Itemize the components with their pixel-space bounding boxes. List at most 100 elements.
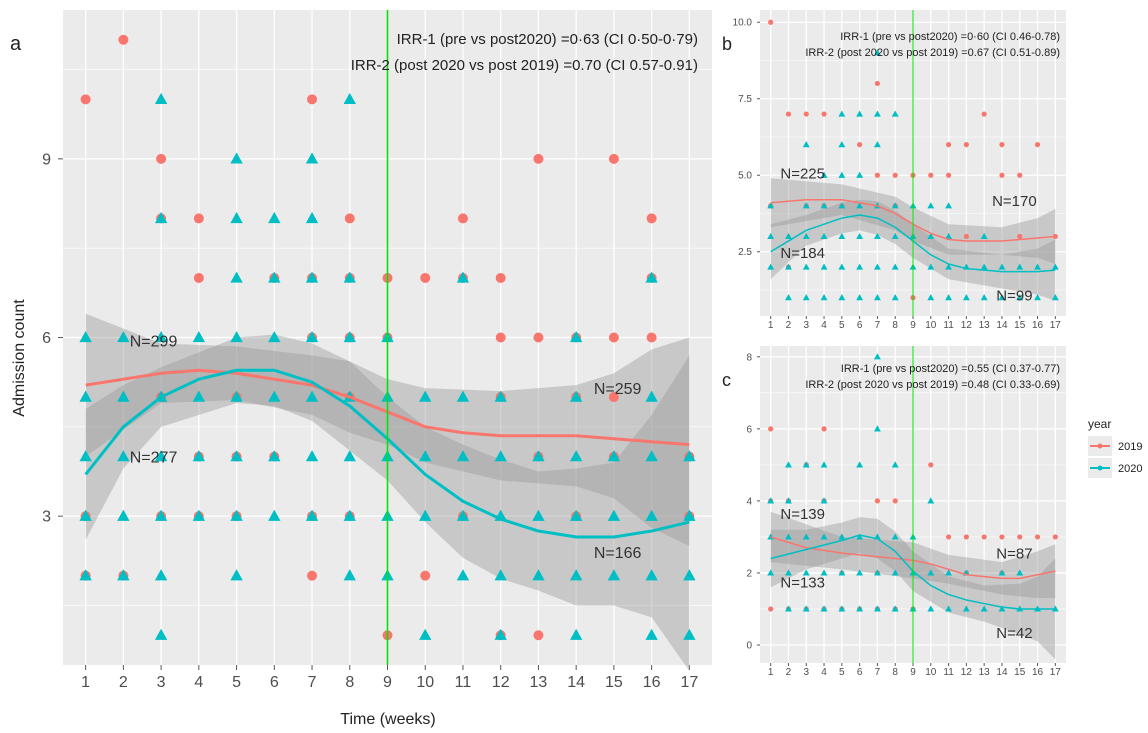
panel-a-point-2020 bbox=[230, 271, 243, 283]
panel-a-n-label: N=166 bbox=[594, 545, 642, 562]
panel-c-point-2020 bbox=[945, 569, 953, 576]
panel-c-tick-label-x: 6 bbox=[857, 667, 863, 678]
panel-a-point-2020 bbox=[79, 390, 92, 402]
panel-b-point-2020 bbox=[820, 171, 828, 178]
panel-c-point-2020 bbox=[785, 461, 792, 468]
panel-c-point-2020 bbox=[856, 605, 864, 612]
panel-c-point-2020 bbox=[873, 353, 881, 360]
panel-a-letter: a bbox=[10, 33, 22, 55]
panel-b-smooth-line-2019 bbox=[770, 198, 1056, 242]
panel-c-point-2020 bbox=[980, 605, 988, 612]
panel-a-point-2020 bbox=[154, 92, 168, 104]
panel-c-point-2020 bbox=[802, 605, 810, 612]
panel-a-tick-label-x: 9 bbox=[383, 674, 392, 691]
panel-b-tick-label-x: 8 bbox=[892, 320, 898, 331]
panel-a-point-2020 bbox=[117, 569, 130, 581]
panel-b-point-2020 bbox=[802, 263, 810, 270]
panel-b-point-2020 bbox=[927, 202, 935, 209]
panel-c-point-2020 bbox=[767, 497, 775, 504]
panel-b-point-2020 bbox=[945, 232, 953, 240]
panel-a-point-2020 bbox=[117, 390, 130, 402]
panel-b-tick-label-x: 7 bbox=[875, 320, 881, 331]
panel-b-tick-label-x: 5 bbox=[839, 320, 845, 331]
panel-a-point-2020 bbox=[305, 152, 319, 164]
panel-b-point-2019 bbox=[999, 142, 1005, 148]
panel-a-point-2020 bbox=[645, 450, 658, 462]
panel-a-n-label: N=299 bbox=[130, 333, 178, 350]
panel-a-point-2020 bbox=[456, 271, 470, 283]
panel-a-point-2020 bbox=[79, 569, 92, 581]
panel-a-point-2020 bbox=[532, 450, 545, 462]
panel-a-point-2020 bbox=[79, 450, 92, 462]
panel-c-tick-label-x: 2 bbox=[786, 667, 792, 678]
panel-c-point-2020 bbox=[891, 533, 899, 540]
panel-c-point-2020 bbox=[927, 497, 935, 504]
panel-c-point-2020 bbox=[962, 605, 970, 612]
panel-a-tick-label-x: 12 bbox=[492, 674, 510, 691]
panel-a-point-2019 bbox=[457, 213, 468, 224]
panel-c-point-2020 bbox=[838, 569, 846, 576]
panel-c-letter: c bbox=[722, 370, 731, 390]
panel-a-point-2020 bbox=[569, 390, 583, 402]
panel-a-point-2020 bbox=[343, 450, 356, 462]
panel-b-point-2020 bbox=[820, 202, 828, 209]
panel-a-point-2020 bbox=[268, 331, 281, 343]
panel-a-point-2020 bbox=[419, 628, 432, 640]
panel-a-point-2020 bbox=[343, 331, 356, 343]
panel-a-point-2020 bbox=[230, 509, 243, 521]
panel-b-irr-annotation-2: IRR-2 (post 2020 vs post 2019) =0.67 (CI… bbox=[805, 47, 1060, 59]
panel-b-tick-label-x: 15 bbox=[1014, 320, 1026, 331]
panel-c-point-2020 bbox=[838, 533, 846, 540]
panel-c-point-2020 bbox=[785, 497, 792, 504]
panel-a-point-2019 bbox=[420, 272, 431, 283]
panel-c-tick-label-x: 14 bbox=[996, 667, 1008, 678]
panel-b-point-2020 bbox=[838, 232, 846, 240]
panel-a-tick-label-y: 3 bbox=[42, 509, 51, 526]
panel-a-point-2020 bbox=[230, 211, 243, 224]
panel-b-tick-label-x: 4 bbox=[821, 320, 827, 331]
panel-a-point-2019 bbox=[344, 213, 355, 224]
panel-b-point-2019 bbox=[803, 111, 809, 117]
panel-c-tick-label-y: 8 bbox=[746, 352, 752, 363]
panel-b-point-2020 bbox=[802, 294, 810, 301]
panel-c-tick-label-x: 9 bbox=[910, 667, 916, 678]
panel-c-point-2020 bbox=[891, 569, 899, 576]
panel-c-n-label: N=87 bbox=[996, 546, 1032, 563]
panel-a-point-2020 bbox=[117, 509, 130, 521]
panel-a-point-2020 bbox=[154, 331, 168, 343]
panel-a-point-2020 bbox=[645, 569, 658, 581]
panel-a-point-2020 bbox=[268, 390, 281, 402]
panel-b-point-2020 bbox=[767, 202, 775, 209]
panel-b-point-2020 bbox=[945, 263, 953, 270]
panel-c-point-2019 bbox=[1034, 534, 1041, 540]
panel-b-point-2020 bbox=[785, 263, 792, 270]
panel-a-point-2019 bbox=[307, 94, 318, 105]
panel-b-point-2020 bbox=[927, 232, 935, 240]
panel-c-point-2020 bbox=[945, 605, 953, 612]
panel-b-tick-label-y: 2.5 bbox=[738, 247, 752, 258]
panel-b-point-2020 bbox=[1034, 294, 1041, 301]
panel-a-tick-label-x: 5 bbox=[232, 674, 241, 691]
panel-b-point-2019 bbox=[945, 142, 952, 148]
panel-b-n-label: N=184 bbox=[780, 245, 825, 262]
panel-b-point-2020 bbox=[998, 294, 1006, 301]
panel-c-point-2019 bbox=[963, 534, 969, 540]
panel-a-point-2019 bbox=[533, 630, 544, 641]
panel-c-tick-label-x: 8 bbox=[892, 667, 898, 678]
panel-c-point-2020 bbox=[891, 461, 899, 468]
panel-b-point-2020 bbox=[891, 110, 899, 117]
panel-b-point-2020 bbox=[980, 232, 988, 240]
panel-b-tick-label-y: 7.5 bbox=[738, 94, 752, 105]
panel-b-point-2019 bbox=[892, 172, 898, 178]
panel-b-tick-label-x: 11 bbox=[943, 320, 954, 331]
panel-c-point-2019 bbox=[768, 606, 774, 612]
panel-b-tick-label-x: 1 bbox=[768, 320, 774, 331]
panel-a-point-2020 bbox=[305, 211, 319, 224]
panel-c-point-2019 bbox=[945, 534, 952, 540]
panel-c-point-2020 bbox=[873, 569, 881, 576]
panel-b-point-2020 bbox=[945, 294, 953, 301]
panel-c-tick-label-y: 6 bbox=[746, 424, 752, 435]
panel-a-point-2020 bbox=[305, 271, 319, 283]
panel-a-point-2020 bbox=[569, 628, 583, 640]
